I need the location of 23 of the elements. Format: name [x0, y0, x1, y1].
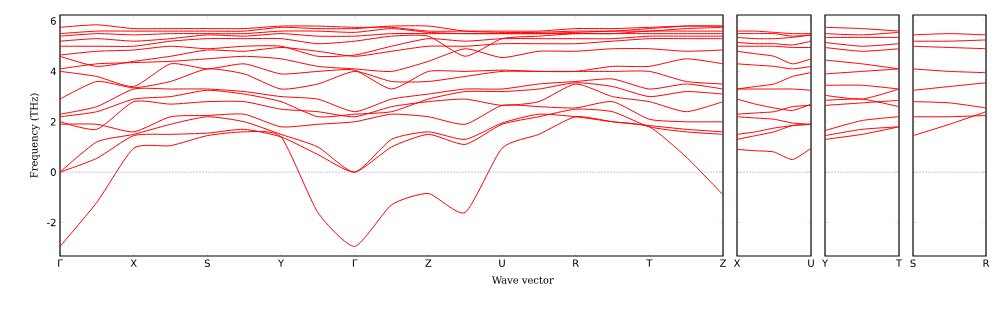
- x-axis-title: Wave vector: [491, 276, 554, 284]
- x-tick-label: T: [895, 259, 903, 267]
- y-tick-label: 6: [50, 17, 56, 25]
- x-tick-label: U: [808, 259, 814, 267]
- x-tick-label: Z: [720, 259, 726, 267]
- x-tick-label: R: [573, 259, 579, 267]
- x-tick-label: T: [646, 259, 653, 267]
- x-tick-label: U: [499, 259, 505, 267]
- x-tick-label: Z: [425, 259, 432, 267]
- x-tick-label: Y: [277, 259, 285, 267]
- x-tick-label: S: [910, 259, 916, 268]
- y-tick-label: 2: [50, 118, 56, 126]
- x-tick-label: X: [733, 259, 741, 267]
- y-axis-title: Frequency (THz): [29, 93, 40, 178]
- x-tick-label: Γ: [58, 259, 63, 267]
- x-tick-label: R: [983, 259, 990, 267]
- y-tick-label: -2: [47, 218, 56, 227]
- x-tick-label: Γ: [352, 259, 358, 267]
- y-tick-label: 0: [50, 168, 56, 176]
- x-tick-label: S: [204, 259, 210, 268]
- x-tick-label: Y: [821, 259, 829, 267]
- x-tick-label: X: [130, 259, 137, 267]
- y-tick-label: 4: [50, 67, 56, 76]
